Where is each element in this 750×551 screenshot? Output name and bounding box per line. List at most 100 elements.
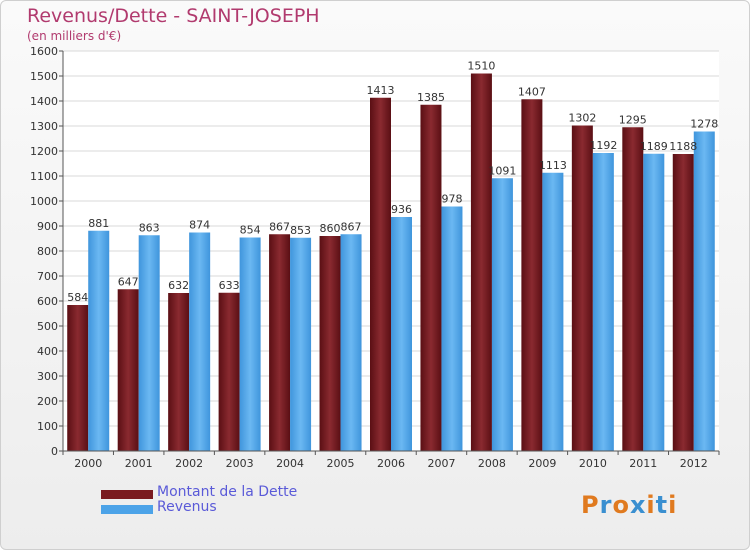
y-tick-label: 400 bbox=[37, 345, 58, 358]
y-tick-label: 600 bbox=[37, 295, 58, 308]
x-tick-label: 2004 bbox=[276, 457, 304, 470]
x-tick-label: 2000 bbox=[74, 457, 102, 470]
value-label-dette: 867 bbox=[269, 220, 290, 233]
x-tick-label: 2012 bbox=[680, 457, 708, 470]
bar-revenus bbox=[491, 178, 513, 451]
bar-dette bbox=[370, 97, 391, 451]
bar-dette bbox=[521, 99, 543, 451]
value-label-revenus: 936 bbox=[391, 203, 412, 216]
y-tick-label: 1200 bbox=[30, 145, 58, 158]
y-tick-label: 500 bbox=[37, 320, 58, 333]
legend-swatch-dette bbox=[101, 490, 153, 499]
logo-letter: t bbox=[655, 491, 669, 519]
y-tick-label: 1300 bbox=[30, 120, 58, 133]
y-tick-label: 300 bbox=[37, 370, 58, 383]
bar-dette bbox=[168, 293, 190, 451]
x-tick-label: 2011 bbox=[629, 457, 657, 470]
value-label-dette: 633 bbox=[219, 279, 240, 292]
logo-letter: o bbox=[612, 491, 630, 519]
value-label-revenus: 1189 bbox=[640, 140, 668, 153]
x-tick-label: 2007 bbox=[427, 457, 455, 470]
value-label-revenus: 854 bbox=[240, 224, 261, 237]
x-tick-label: 2006 bbox=[377, 457, 405, 470]
bar-revenus bbox=[592, 153, 614, 451]
bar-dette bbox=[269, 234, 291, 451]
x-tick-label: 2010 bbox=[579, 457, 607, 470]
value-label-revenus: 874 bbox=[189, 219, 210, 232]
value-label-dette: 1188 bbox=[669, 140, 697, 153]
axes: 0 100 200 300 400 500 600 700 800 900 1000 1100 1200… bbox=[30, 45, 720, 470]
bar-dette bbox=[218, 292, 240, 451]
logo-letter: i bbox=[668, 491, 678, 519]
logo-letter: P bbox=[581, 491, 600, 519]
x-tick-label: 2001 bbox=[125, 457, 153, 470]
y-tick-label: 0 bbox=[51, 445, 58, 458]
bar-dette bbox=[117, 289, 139, 451]
y-tick-label: 1000 bbox=[30, 195, 58, 208]
x-tick-label: 2003 bbox=[226, 457, 254, 470]
value-label-dette: 584 bbox=[67, 291, 88, 304]
value-label-revenus: 863 bbox=[139, 221, 160, 234]
x-tick-label: 2009 bbox=[528, 457, 556, 470]
bar-revenus bbox=[693, 131, 715, 451]
value-label-dette: 860 bbox=[320, 222, 341, 235]
value-label-revenus: 1091 bbox=[488, 164, 516, 177]
logo-letter: r bbox=[599, 491, 613, 519]
bar-dette bbox=[67, 305, 89, 451]
x-tick-label: 2008 bbox=[478, 457, 506, 470]
value-label-revenus: 978 bbox=[441, 193, 462, 206]
y-tick-label: 700 bbox=[37, 270, 58, 283]
legend-label-dette: Montant de la Dette bbox=[157, 484, 298, 500]
bar-revenus bbox=[290, 237, 312, 451]
logo-letter: i bbox=[646, 491, 656, 519]
y-tick-label: 800 bbox=[37, 245, 58, 258]
bar-revenus bbox=[643, 153, 665, 451]
bar-dette bbox=[470, 73, 492, 451]
y-tick-label: 900 bbox=[37, 220, 58, 233]
bar-dette bbox=[672, 154, 694, 451]
y-tick-label: 200 bbox=[37, 395, 58, 408]
value-label-dette: 647 bbox=[118, 275, 139, 288]
value-label-dette: 632 bbox=[168, 279, 189, 292]
bar-revenus bbox=[441, 206, 463, 451]
proxiti-logo: Proxiti bbox=[581, 491, 677, 519]
legend-swatch-revenus bbox=[101, 505, 153, 514]
bar-revenus bbox=[391, 217, 412, 451]
bar-revenus bbox=[88, 230, 110, 451]
value-label-revenus: 1113 bbox=[539, 159, 567, 172]
chart-subtitle: (en milliers d'€) bbox=[27, 29, 122, 43]
y-tick-label: 1100 bbox=[30, 170, 58, 183]
bar-dette bbox=[622, 127, 644, 451]
value-label-dette: 1385 bbox=[417, 91, 445, 104]
value-label-revenus: 1278 bbox=[690, 118, 718, 131]
value-label-dette: 1413 bbox=[367, 84, 395, 97]
chart-title: Revenus/Dette - SAINT-JOSEPH bbox=[27, 5, 320, 27]
value-label-revenus: 881 bbox=[88, 217, 109, 230]
bar-dette bbox=[319, 236, 341, 451]
bar-revenus bbox=[189, 232, 211, 451]
legend-label-revenus: Revenus bbox=[157, 499, 217, 515]
y-tick-label: 1500 bbox=[30, 70, 58, 83]
value-label-revenus: 1192 bbox=[589, 139, 617, 152]
y-tick-label: 1400 bbox=[30, 95, 58, 108]
value-label-revenus: 853 bbox=[290, 224, 311, 237]
value-label-dette: 1510 bbox=[467, 60, 495, 73]
bar-dette bbox=[420, 104, 442, 451]
bars bbox=[67, 73, 715, 451]
value-label-dette: 1407 bbox=[518, 85, 546, 98]
bar-revenus bbox=[340, 234, 362, 451]
bar-revenus bbox=[239, 237, 261, 451]
logo-letter: x bbox=[629, 491, 647, 519]
bar-revenus bbox=[138, 235, 160, 451]
y-tick-label: 100 bbox=[37, 420, 58, 433]
y-tick-label: 1600 bbox=[30, 45, 58, 58]
value-label-revenus: 867 bbox=[341, 220, 362, 233]
x-tick-label: 2005 bbox=[327, 457, 355, 470]
x-tick-label: 2002 bbox=[175, 457, 203, 470]
bar-dette bbox=[571, 125, 593, 451]
value-label-dette: 1295 bbox=[619, 113, 647, 126]
bar-revenus bbox=[542, 172, 564, 451]
